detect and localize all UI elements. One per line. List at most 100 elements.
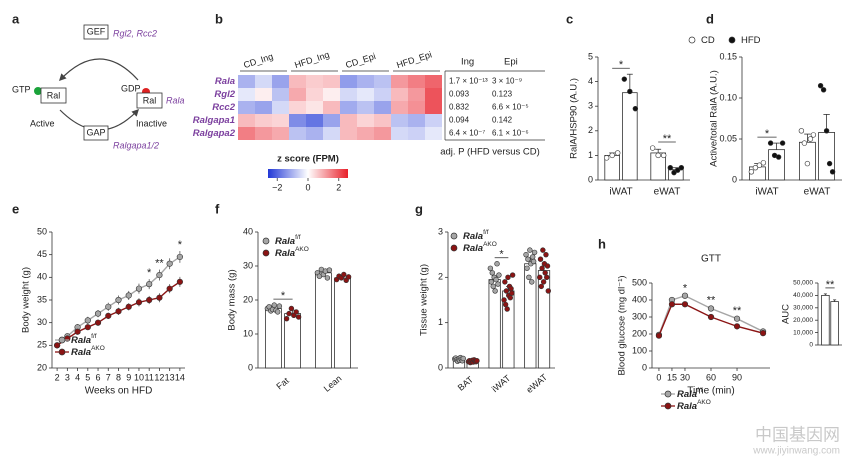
data-point <box>508 285 514 292</box>
x-tick-label: 2 <box>55 372 60 382</box>
x-tick-label: 4 <box>75 372 80 382</box>
data-point <box>293 309 299 315</box>
heatmap-cell <box>306 75 323 88</box>
pvalue: 6.6 × 10⁻⁵ <box>492 103 529 112</box>
legend-genotype: f/f <box>697 387 703 394</box>
panel-label: a <box>12 11 20 26</box>
legend-genotype: f/f <box>91 333 97 340</box>
y-axis-label: Active/total RalA (A.U.) <box>709 70 720 167</box>
active-label: Active <box>30 118 55 128</box>
bar <box>830 301 839 346</box>
y-tick-label: 0 <box>809 342 813 349</box>
pvalue: 0.123 <box>492 90 513 99</box>
y-tick-label: 100 <box>632 345 647 355</box>
data-point <box>752 165 759 171</box>
watermark-url: www.jiyinwang.com <box>752 446 840 457</box>
legend-genotype: f/f <box>295 234 301 241</box>
data-point <box>545 288 551 294</box>
y-tick-label: 3 <box>438 226 443 236</box>
x-tick-label: 30 <box>680 372 690 382</box>
data-point <box>804 160 811 167</box>
data-point <box>505 274 511 281</box>
data-point <box>502 301 509 308</box>
heatmap-cell <box>323 75 340 88</box>
bar <box>821 294 830 346</box>
heatmap-cell <box>255 75 272 88</box>
heatmap-cell <box>289 101 306 114</box>
ral-box <box>136 92 163 109</box>
heatmap-cell <box>272 75 289 88</box>
rala-label: Rala <box>166 95 185 105</box>
heatmap-cell <box>238 75 255 88</box>
legend-label: RalaAKO <box>463 241 497 253</box>
significance: ** <box>155 258 164 270</box>
heatmap-cell <box>272 114 289 127</box>
legend-name: Rala <box>677 389 697 400</box>
significance: ** <box>826 279 835 291</box>
significance: ** <box>663 133 672 145</box>
heatmap-cell <box>391 75 408 88</box>
panel-label: f <box>215 201 220 216</box>
heatmap-cell <box>289 88 306 101</box>
data-point <box>488 279 495 285</box>
heatmap-cell <box>272 127 289 140</box>
gef-label: GEF <box>87 26 106 36</box>
significance: * <box>178 239 183 251</box>
y-tick-label: 0.15 <box>719 51 737 61</box>
significance: * <box>765 128 770 140</box>
data-point <box>810 132 817 138</box>
y-axis-label: AUC <box>781 304 792 324</box>
pvalue-caption: adj. P (HFD versus CD) <box>440 147 540 158</box>
data-point <box>288 305 295 312</box>
x-tick-label: Fat <box>274 375 291 391</box>
x-tick-label: eWAT <box>804 187 831 198</box>
data-point <box>531 249 538 256</box>
heatmap-cell <box>306 127 323 140</box>
data-point <box>504 306 510 312</box>
significance: ** <box>707 295 716 307</box>
legend-name: Rala <box>463 231 483 242</box>
pvalue: 1.7 × 10⁻¹³ <box>449 77 488 86</box>
data-point <box>490 283 496 290</box>
x-tick-label: iWAT <box>755 187 778 198</box>
pvalue: 0.093 <box>449 90 470 99</box>
data-point <box>539 265 545 271</box>
data-point <box>496 272 502 278</box>
data-point <box>274 309 281 315</box>
significance: * <box>499 249 504 261</box>
heatmap-cell <box>425 75 442 88</box>
heatmap-cell <box>425 114 442 127</box>
x-axis-label: Weeks on HFD <box>85 386 153 397</box>
legend-marker <box>58 348 66 356</box>
data-point <box>509 290 515 296</box>
y-tick-label: 3 <box>588 101 593 111</box>
significance: * <box>147 267 152 279</box>
y-tick-label: 10 <box>243 328 253 338</box>
x-tick-label: 10 <box>134 372 144 382</box>
data-point <box>125 303 132 310</box>
data-point <box>760 160 767 166</box>
legend-name: Rala <box>71 335 91 346</box>
y-tick-label: 30,000 <box>793 305 813 312</box>
heatmap-cell <box>289 114 306 127</box>
column-label: CD_Ing <box>242 51 274 70</box>
legend-label: RalaAKO <box>71 345 105 357</box>
x-tick-label: 60 <box>706 372 716 382</box>
data-point <box>326 267 333 273</box>
y-tick-label: 0.05 <box>719 133 737 143</box>
row-label: Ralgapa1 <box>193 115 235 126</box>
series-line <box>658 303 764 336</box>
significance: * <box>281 290 286 302</box>
y-tick-label: 1 <box>438 317 443 327</box>
significance: * <box>619 59 624 71</box>
x-tick-label: 6 <box>96 372 101 382</box>
heatmap-cell <box>289 127 306 140</box>
data-point <box>530 258 537 265</box>
heatmap-cell <box>255 114 272 127</box>
heatmap-cell <box>323 88 340 101</box>
heatmap-cell <box>425 127 442 140</box>
legend-name: Rala <box>275 248 295 259</box>
gtp-label: GTP <box>12 84 31 94</box>
panel-label: c <box>566 11 573 26</box>
data-point <box>502 279 508 285</box>
